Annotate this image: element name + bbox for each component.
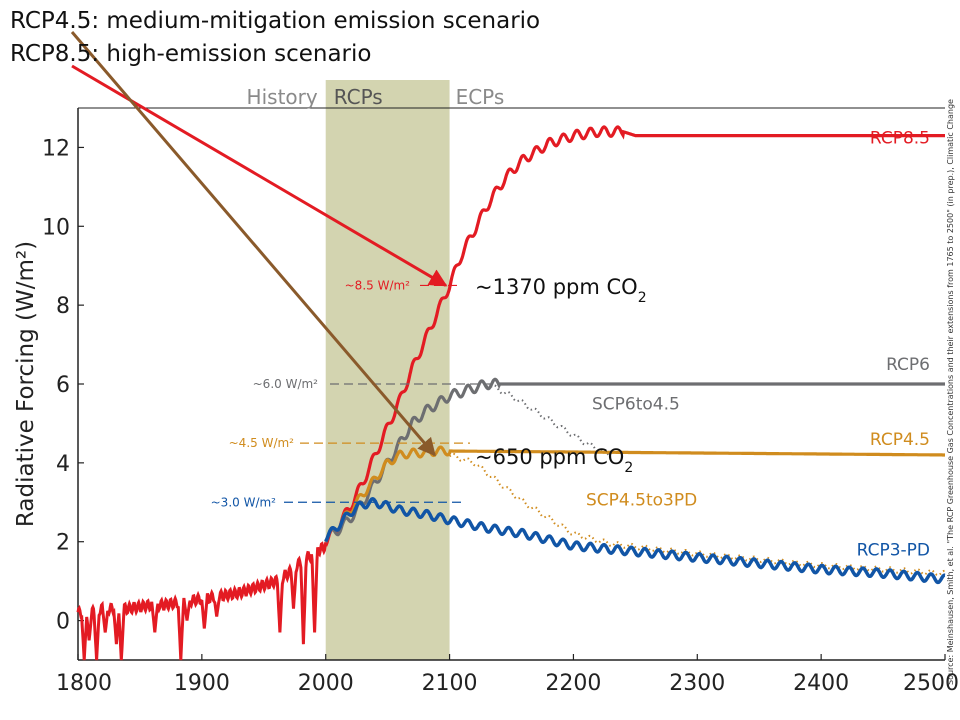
arrow-rcp45 <box>70 31 436 457</box>
x-tick-label: 2300 <box>669 671 725 696</box>
y-tick-label: 4 <box>56 452 70 477</box>
y-tick-label: 12 <box>42 136 70 161</box>
series-line-rcp8-5 <box>324 125 945 547</box>
source-credit: Source: Meinshausen, Smith, et al. "The … <box>946 99 955 685</box>
series-label-rcp8-5: RCP8.5 <box>870 128 930 148</box>
wm-level-label: ~4.5 W/m² <box>229 436 295 450</box>
y-tick-label: 2 <box>56 531 70 556</box>
x-tick-label: 1800 <box>56 671 112 696</box>
rcp-period-band <box>325 80 450 660</box>
x-tick-label: 2500 <box>903 671 959 696</box>
series-line-rcp3-pd <box>324 497 946 585</box>
series-label-rcp6: RCP6 <box>886 355 930 375</box>
wm-level-label: ~8.5 W/m² <box>345 278 411 292</box>
x-tick-label: 2000 <box>298 671 354 696</box>
history-line <box>76 541 328 661</box>
series-label-rcp4-5: RCP4.5 <box>870 430 930 450</box>
period-label-history: History <box>247 85 318 109</box>
series-line-scp6to4-5 <box>485 384 612 459</box>
wm-level-label: ~6.0 W/m² <box>253 377 319 391</box>
series-label-rcp3-pd: RCP3-PD <box>857 541 930 561</box>
ppm-annotation: ~1370 ppm CO2 <box>475 275 647 306</box>
wm-level-label: ~3.0 W/m² <box>211 495 277 509</box>
y-tick-label: 0 <box>56 610 70 635</box>
period-label-rcps: RCPs <box>334 85 383 109</box>
title-rcp85: RCP8.5: high-emission scenario <box>10 41 372 67</box>
x-tick-label: 2100 <box>422 671 478 696</box>
title-rcp45: RCP4.5: medium-mitigation emission scena… <box>10 8 541 34</box>
series-line-scp4-5to3pd <box>448 453 945 577</box>
series-label-scp6to4-5: SCP6to4.5 <box>592 395 680 415</box>
y-tick-label: 6 <box>56 373 70 398</box>
y-tick-label: 10 <box>42 215 70 240</box>
y-axis-label: Radiative Forcing (W/m²) <box>13 241 39 527</box>
y-tick-label: 8 <box>56 294 70 319</box>
series-line-rcp6 <box>324 377 945 543</box>
series-label-scp4-5to3pd: SCP4.5to3PD <box>586 490 697 510</box>
period-label-ecps: ECPs <box>456 85 505 109</box>
x-tick-label: 2200 <box>545 671 601 696</box>
ppm-annotation: ~650 ppm CO2 <box>475 445 633 476</box>
x-tick-label: 1900 <box>174 671 230 696</box>
x-tick-label: 2400 <box>793 671 849 696</box>
